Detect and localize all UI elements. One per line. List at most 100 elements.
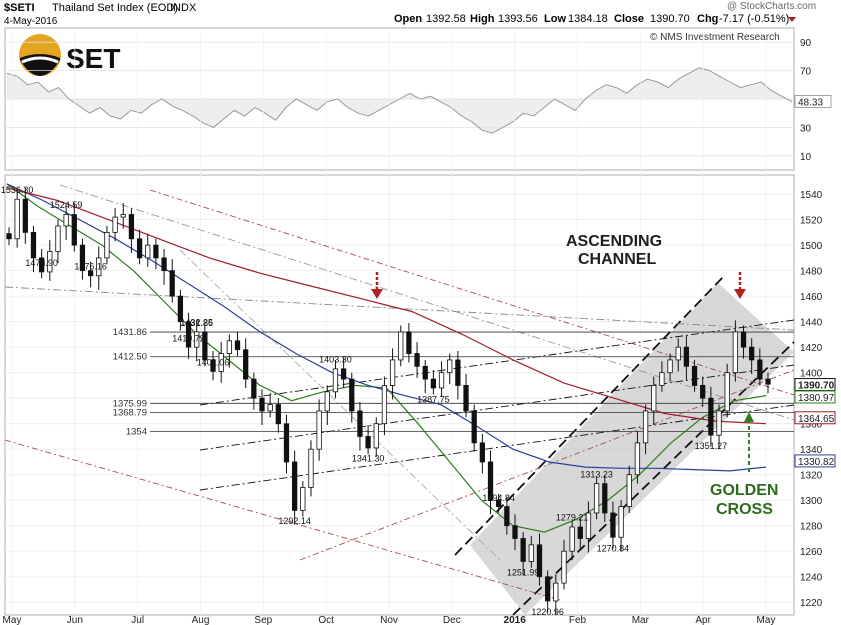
price-point-label: 1341.30 (352, 454, 385, 464)
last-value-label: 1330.82 (798, 457, 835, 468)
candle (349, 372, 355, 423)
candle (194, 320, 200, 362)
ascending-channel-fill (470, 283, 794, 615)
channel-lower-line (512, 341, 795, 616)
candle (177, 289, 184, 331)
price-panel-frame (4, 174, 795, 616)
date-tick-label: Oct (318, 615, 334, 625)
credit-text: © NMS Investment Research (650, 32, 780, 43)
candle (112, 208, 118, 242)
date-axis: May Jun Jul Aug Sep Oct Nov Dec 2016 Feb Mar Apr May (3, 615, 776, 625)
price-tick-label: 1280 (800, 522, 823, 533)
level-label: 1354 (126, 426, 147, 437)
chg-label: Chg (697, 13, 718, 25)
candle (577, 518, 583, 550)
candle (496, 493, 502, 513)
rsi-tick-label: 30 (800, 123, 812, 134)
date-tick-label: 2016 (504, 615, 527, 625)
ohlc-summary: Open 1392.58 High 1393.56 Low 1384.18 Cl… (394, 13, 796, 25)
candle (39, 248, 45, 279)
watermark: @ StockCharts.com (727, 1, 816, 12)
candle (487, 450, 494, 515)
candle (234, 331, 241, 357)
rsi-fill (7, 67, 792, 134)
symbol-label: $SETI (4, 2, 35, 14)
candle (561, 539, 567, 590)
price-tick-label: 1440 (800, 318, 823, 329)
candle (185, 312, 192, 359)
price-tick-label: 1240 (800, 573, 823, 584)
exchange-label: INDX (170, 2, 197, 14)
price-tick-label: 1260 (800, 547, 823, 558)
price-point-label: 1313.23 (580, 469, 613, 479)
last-value-tag: 1380.97 (794, 390, 836, 404)
candle (732, 320, 738, 382)
candle (667, 353, 673, 382)
resistance-arrow-icon-2 (734, 272, 746, 299)
close-label: Close (614, 13, 644, 25)
candle (71, 203, 77, 252)
price-point-label: 1294.84 (482, 493, 515, 503)
price-tick-label: 1360 (800, 420, 823, 431)
last-value-label: 1390.70 (798, 381, 835, 392)
level-label: 1368.79 (113, 407, 147, 418)
channel-annotation-line2: CHANNEL (578, 251, 656, 268)
candle (716, 404, 722, 450)
candle (545, 570, 551, 613)
candle (218, 342, 224, 383)
resistance-arrow-icon-1 (371, 272, 383, 299)
price-point-labels: 1536.30 1524.59 1478.90 1476.16 1431.86 1401.… (1, 185, 727, 617)
candle (585, 501, 592, 553)
candle (202, 325, 208, 367)
price-point-label: 1419.72 (172, 334, 205, 344)
channel-annotation-line1: ASCENDING (566, 233, 662, 250)
price-tick-label: 1220 (800, 598, 823, 609)
price-tick-label: 1520 (800, 216, 823, 227)
candle (210, 351, 216, 381)
candle (740, 325, 747, 359)
candle (316, 399, 322, 461)
candle (593, 477, 600, 520)
last-value-label: 1380.97 (798, 393, 835, 404)
level-label: 1412.50 (113, 352, 147, 363)
date-tick-label: Jun (67, 615, 83, 625)
candle (226, 334, 232, 368)
candle (259, 389, 265, 425)
price-point-label: 1387.75 (417, 394, 450, 404)
candle (55, 219, 61, 263)
candle (357, 402, 363, 451)
candle (553, 574, 559, 615)
candle (406, 322, 412, 363)
date-tick-label: Feb (569, 615, 587, 625)
price-point-label: 1351.27 (695, 441, 728, 451)
candle (153, 238, 159, 270)
candle (642, 404, 649, 455)
rsi-grid (5, 41, 794, 157)
golden-cross-line1: GOLDEN (710, 482, 778, 499)
candle (471, 404, 477, 452)
candle (136, 229, 143, 265)
price-tick-label: 1400 (800, 369, 823, 380)
candle (47, 240, 53, 281)
date-tick-label: May (757, 615, 776, 625)
candle (22, 187, 28, 244)
rsi-last-value-tag: 48.33 (794, 94, 832, 108)
price-point-label: 1270.84 (597, 543, 630, 553)
candle (96, 246, 102, 290)
candle (422, 359, 428, 394)
price-point-label: 1431.86 (180, 318, 213, 328)
channel-upper-line (454, 274, 726, 556)
candle (512, 514, 518, 550)
price-point-label: 1403.30 (319, 354, 352, 364)
candle (602, 474, 608, 522)
candle (610, 501, 616, 549)
candle (569, 520, 575, 561)
candle (438, 361, 445, 397)
golden-cross-line2: CROSS (716, 501, 773, 518)
date-tick-label: Apr (695, 615, 711, 625)
candle (365, 424, 371, 455)
rsi-tick-label: 10 (800, 152, 812, 163)
candle (120, 203, 126, 229)
price-point-label: 1292.14 (278, 516, 311, 526)
